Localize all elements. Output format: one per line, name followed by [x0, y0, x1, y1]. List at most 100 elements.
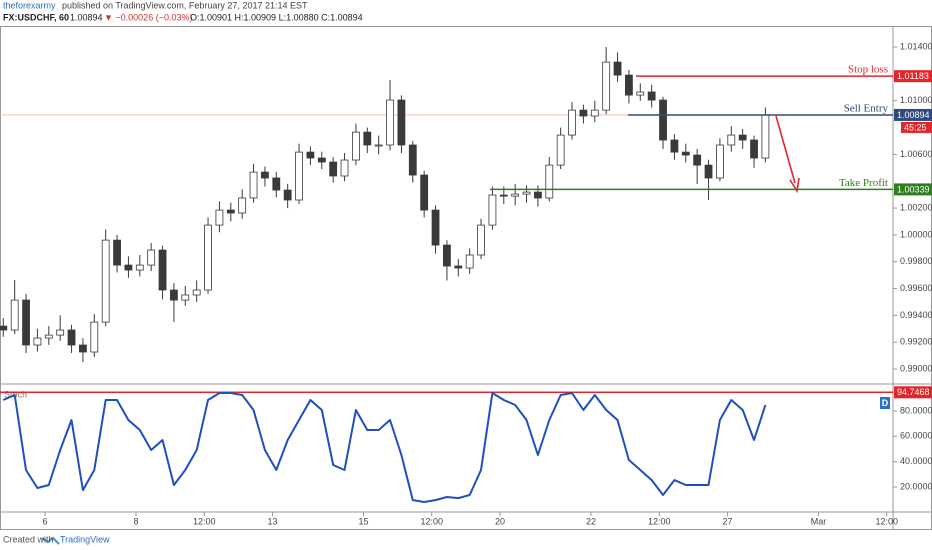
candle-body: [135, 264, 144, 271]
y-tick-label: 1.00200: [900, 202, 932, 212]
candle-body: [374, 144, 383, 147]
level-price-tag: [894, 386, 932, 399]
author[interactable]: theforexarmy: [3, 0, 56, 10]
candle-body: [317, 157, 326, 163]
brand-icon: [41, 536, 60, 545]
level-price-tag: [894, 183, 932, 196]
candle-body: [408, 144, 417, 176]
candle-body: [90, 321, 99, 353]
candle-body: [147, 249, 156, 266]
candle-body: [215, 209, 224, 226]
candle-body: [534, 191, 542, 199]
footer-brand[interactable]: TradingView: [60, 534, 110, 544]
x-tick-label: 22: [586, 516, 596, 526]
forecast-arrow-head: [789, 177, 800, 194]
candle-body: [352, 131, 360, 161]
candle-body: [647, 91, 656, 101]
published: published on TradingView.com, February 2…: [62, 0, 308, 10]
candle-body: [0, 325, 8, 331]
candle-body: [283, 189, 292, 201]
candle-body: [249, 171, 258, 199]
level-price-label: 94.7468: [897, 387, 930, 397]
x-tick-label: 12:00: [420, 516, 443, 526]
y-tick-label: 0.99000: [900, 363, 932, 373]
candle-body: [204, 224, 212, 291]
candle-body: [10, 299, 19, 331]
candle-body: [67, 329, 76, 346]
candle-body: [454, 265, 463, 269]
candle-body: [443, 244, 451, 267]
level-price-tag: [894, 70, 932, 83]
candle-body: [226, 209, 235, 214]
candle-body: [704, 164, 713, 179]
x-tick-label: 27: [722, 516, 732, 526]
candle-body: [727, 134, 736, 146]
candle-body: [693, 154, 702, 166]
y-tick-label: 60.0000: [900, 431, 932, 441]
candle-body: [625, 74, 633, 96]
x-tick-label: 15: [358, 516, 368, 526]
stoch-badge-text: D: [882, 398, 889, 408]
candle-body: [750, 139, 758, 159]
candle-body: [113, 239, 121, 266]
candle-body: [386, 99, 394, 146]
y-tick-label: 0.99400: [900, 310, 932, 320]
level-label: Stop loss: [848, 64, 888, 76]
candle-body: [329, 161, 338, 177]
y-tick-label: 0.99800: [900, 256, 932, 266]
candle-body: [22, 299, 30, 346]
stoch-line: [2, 392, 767, 503]
candle-body: [397, 99, 406, 146]
x-tick-label: Mar: [811, 516, 827, 526]
stoch-badge[interactable]: [880, 397, 890, 409]
candle-body: [568, 109, 576, 136]
candle-body: [499, 194, 508, 197]
candle-body: [465, 254, 474, 269]
candle-body: [181, 294, 190, 301]
candle-body: [33, 337, 42, 346]
candle-body: [522, 191, 531, 195]
level-label: Sell Entry: [844, 102, 889, 114]
x-tick-label: 12:00: [875, 516, 898, 526]
candle-body: [79, 344, 87, 353]
candle-body: [659, 99, 667, 141]
candle-body: [101, 239, 110, 323]
candle-body: [511, 193, 520, 197]
candle-body: [261, 171, 269, 179]
last-price: 1.00894: [70, 12, 103, 22]
countdown-tag: [901, 121, 932, 133]
candle-body: [272, 177, 281, 191]
y-tick-label: 0.99600: [900, 283, 932, 293]
candle-body: [761, 114, 770, 159]
candle-body: [545, 164, 554, 199]
forecast-arrow: [775, 115, 796, 184]
candle-body: [295, 151, 303, 201]
level-price-label: 1.00339: [897, 184, 930, 194]
stoch-label: Stoch: [4, 389, 27, 399]
y-tick-label: 1.01400: [900, 41, 932, 51]
y-tick-label: 1.00600: [900, 149, 932, 159]
level-price-label: 1.00894: [897, 110, 930, 120]
level-price-label: 1.01183: [897, 71, 929, 81]
candle-body: [579, 109, 588, 117]
candle-body: [431, 209, 440, 246]
candle-body: [56, 329, 65, 336]
y-tick-label: 0.99200: [900, 337, 932, 347]
level-label: Take Profit: [839, 177, 888, 189]
price-change: ▼ −0.00026 (−0.03%): [104, 12, 192, 22]
y-tick-label: 20.0000: [900, 481, 932, 491]
symbol: FX:USDCHF, 60: [3, 12, 69, 22]
countdown-label: 45:25: [904, 122, 927, 132]
footer-created: Created with: [3, 534, 54, 544]
x-tick-label: 13: [267, 516, 277, 526]
candle-body: [590, 109, 599, 117]
candle-body: [420, 174, 429, 211]
level-price-tag: [894, 108, 932, 121]
candle-body: [124, 264, 133, 271]
candle-body: [716, 144, 724, 179]
y-tick-label: 80.0000: [900, 405, 932, 415]
y-tick-label: 40.0000: [900, 456, 932, 466]
candle-body: [477, 224, 485, 256]
candle-body: [738, 134, 747, 141]
